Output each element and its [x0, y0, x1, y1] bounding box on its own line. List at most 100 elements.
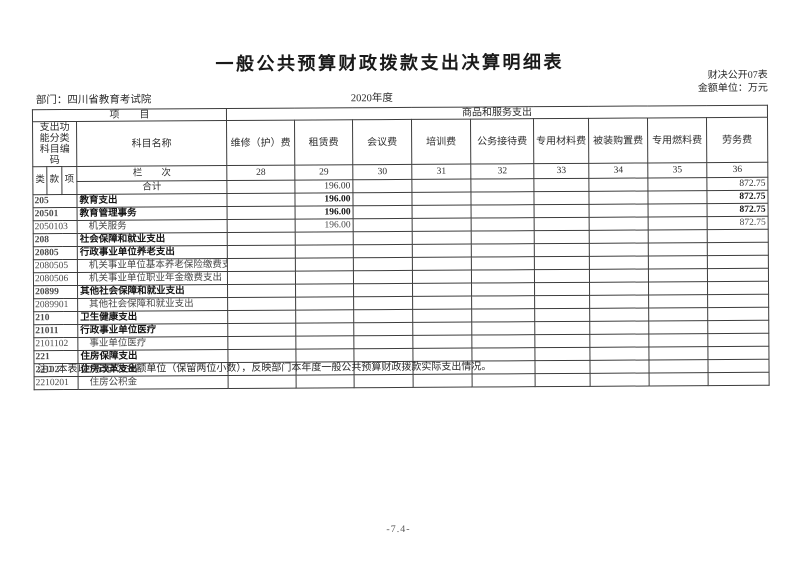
- row-value-cell: [413, 374, 473, 388]
- row-value-cell: [707, 242, 769, 256]
- row-value-cell: [472, 373, 536, 388]
- row-value-cell: [295, 322, 354, 337]
- row-value-cell: [534, 295, 590, 309]
- row-value-cell: [707, 281, 769, 295]
- fee-column-header: 专用燃料费: [647, 117, 707, 163]
- row-value-cell: [295, 270, 354, 285]
- row-subject-name: 机关服务: [77, 219, 228, 234]
- row-value-cell: [470, 191, 535, 206]
- row-value-cell: [648, 255, 708, 269]
- row-subject-name: 机关事业单位职业年金缴费支出: [77, 271, 228, 286]
- row-value-cell: [227, 323, 296, 337]
- row-value-cell: 872.75: [707, 203, 769, 217]
- row-value-cell: [534, 230, 590, 244]
- department-label: 部门：四川省教育考试院: [35, 94, 152, 107]
- row-value-cell: [226, 193, 296, 207]
- row-value-cell: [470, 178, 534, 193]
- fee-column-header: 劳务费: [706, 117, 768, 163]
- row-subject-name: 合计: [76, 180, 227, 195]
- fee-column-header: 租赁费: [294, 119, 353, 166]
- row-value-cell: [227, 219, 296, 233]
- row-value-cell: [707, 320, 769, 334]
- row-subject-name: 事业单位医疗: [77, 336, 228, 351]
- doc-code: 财决公开07表: [707, 69, 768, 82]
- row-value-cell: [589, 216, 649, 231]
- row-value-cell: [535, 373, 591, 387]
- row-value-cell: [353, 309, 413, 323]
- row-code: 2101102: [33, 337, 78, 351]
- row-value-cell: 196.00: [295, 205, 354, 220]
- row-subject-name: 其他社会保障和就业支出: [77, 297, 228, 312]
- column-number: 32: [470, 163, 534, 180]
- row-value-cell: [648, 242, 708, 256]
- subject-name-header: 科目名称: [76, 120, 227, 167]
- row-value-cell: [647, 190, 708, 204]
- row-code: 2089901: [33, 298, 78, 312]
- row-subject-name: 其他社会保障和就业支出: [77, 284, 228, 299]
- row-value-cell: [227, 336, 296, 350]
- row-value-cell: [295, 283, 354, 298]
- row-value-cell: [707, 268, 769, 282]
- row-value-cell: [471, 308, 535, 323]
- table-container: 项 目 商品和服务支出 支出功 能分类 科目编码 科目名称 维修（护）费 租赁费…: [32, 105, 770, 390]
- row-value-cell: [353, 244, 413, 258]
- row-value-cell: [412, 244, 472, 258]
- column-number: 33: [533, 163, 589, 179]
- row-value-cell: 196.00: [294, 179, 353, 194]
- row-value-cell: [412, 218, 472, 232]
- fee-column-header: 被装购置费: [588, 117, 648, 164]
- row-value-cell: [533, 178, 589, 192]
- row-value-cell: [412, 309, 472, 323]
- row-value-cell: [227, 245, 296, 259]
- row-subject-name: 行政事业单位医疗: [77, 323, 228, 338]
- row-value-cell: [648, 268, 708, 282]
- column-number: 35: [647, 162, 707, 178]
- row-value-cell: [412, 231, 472, 245]
- row-value-cell: [648, 203, 708, 217]
- row-value-cell: [411, 192, 472, 206]
- row-value-cell: [589, 268, 649, 283]
- row-value-cell: [352, 179, 412, 193]
- column-number: 29: [294, 164, 353, 181]
- row-value-cell: [471, 282, 535, 297]
- row-value-cell: [471, 217, 535, 232]
- row-value-cell: [534, 256, 590, 270]
- code-sub-header-kuan: 款: [46, 166, 62, 195]
- row-subject-name: 行政事业单位养老支出: [77, 245, 228, 260]
- row-value-cell: [648, 229, 708, 243]
- row-value-cell: [353, 231, 413, 245]
- row-value-cell: [707, 333, 769, 347]
- row-value-cell: [707, 294, 769, 308]
- page-number: -7.4-: [386, 523, 411, 536]
- row-value-cell: [707, 307, 769, 321]
- row-value-cell: [353, 205, 413, 219]
- row-value-cell: [412, 257, 472, 271]
- row-code: 20805: [33, 246, 78, 260]
- row-value-cell: [296, 374, 355, 389]
- row-value-cell: [534, 321, 590, 335]
- row-value-cell: [471, 243, 535, 258]
- row-value-cell: [589, 281, 649, 296]
- row-value-cell: [707, 229, 769, 243]
- row-value-cell: [227, 232, 296, 246]
- row-value-cell: [353, 335, 413, 349]
- row-code: 2080505: [33, 259, 78, 273]
- row-value-cell: [648, 307, 708, 321]
- row-value-cell: [708, 372, 770, 386]
- row-value-cell: [228, 375, 297, 389]
- row-value-cell: [295, 257, 354, 272]
- row-value-cell: [589, 242, 649, 257]
- row-value-cell: [589, 229, 649, 244]
- row-value-cell: [353, 322, 413, 336]
- column-number: 28: [226, 165, 295, 181]
- row-value-cell: [648, 333, 708, 347]
- row-value-cell: [471, 204, 535, 219]
- row-value-cell: [534, 334, 590, 348]
- row-value-cell: [534, 269, 590, 283]
- row-value-cell: [295, 309, 354, 324]
- row-value-cell: [534, 204, 590, 218]
- row-value-cell: [412, 205, 472, 219]
- column-number: 30: [352, 164, 412, 180]
- fee-column-header: 培训费: [411, 119, 471, 165]
